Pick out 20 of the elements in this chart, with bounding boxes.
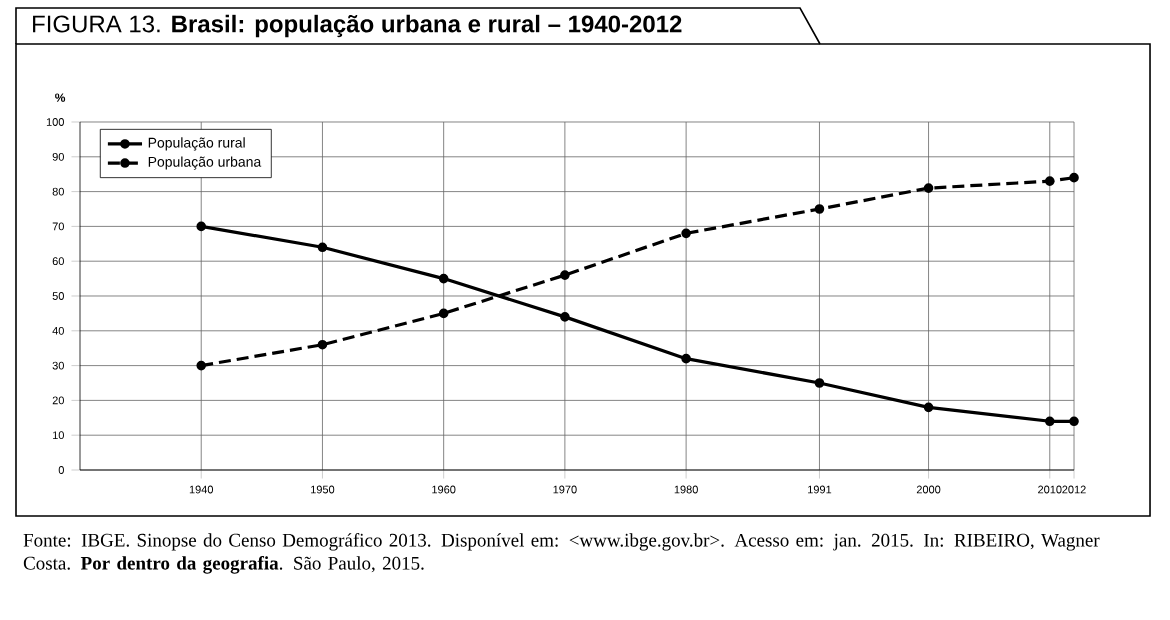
- point: [196, 221, 207, 232]
- point: [681, 228, 691, 239]
- point: [438, 273, 449, 284]
- point: [317, 339, 328, 350]
- chart-title: FIGURA 13. Brasil: população urbana e rural – 1940-2012: [33, 14, 682, 38]
- point: [681, 353, 691, 364]
- point: [1044, 176, 1055, 186]
- point: [560, 270, 570, 280]
- point: [196, 360, 207, 371]
- point: [814, 204, 825, 214]
- point: [814, 378, 825, 388]
- point: [317, 242, 328, 253]
- point: [923, 183, 934, 193]
- point: [1044, 416, 1055, 427]
- point: [438, 308, 449, 319]
- point: [1069, 416, 1079, 427]
- point: [1069, 172, 1079, 183]
- source-note: Fonte: IBGE. Sinopse do Censo Demográfico 2013. Disponível em: <www.ibge.gov.br>. Acesso em: jan. 2015. In: RIBEIRO, Wagner Costa. Por dentro da geografia. São Paulo, 2015.: [23, 533, 1100, 574]
- point: [923, 402, 934, 413]
- point: [560, 312, 570, 322]
